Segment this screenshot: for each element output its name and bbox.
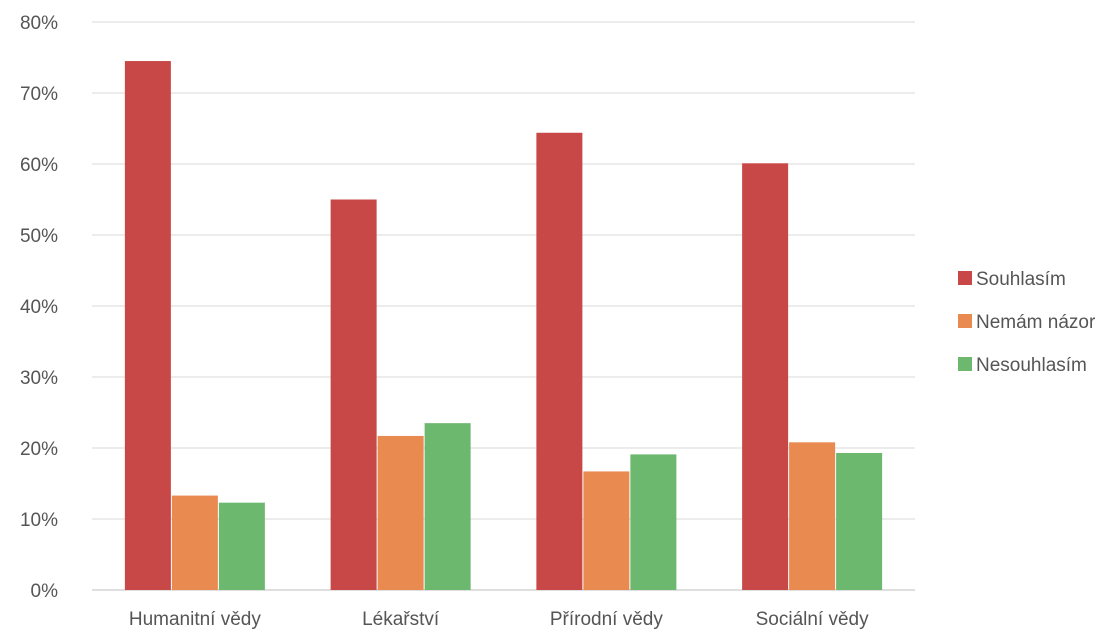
legend-label: Nesouhlasím <box>976 355 1087 376</box>
x-category-label: Přírodní vědy <box>550 609 663 630</box>
bars <box>124 61 883 591</box>
y-tick-label: 0% <box>31 581 59 602</box>
bar-souhlasím-3 <box>742 163 789 591</box>
x-category-label: Sociální vědy <box>756 609 870 630</box>
y-tick-label: 10% <box>20 510 58 531</box>
x-category-label: Lékařství <box>362 609 440 630</box>
y-tick-label: 30% <box>20 368 58 389</box>
y-tick-label: 60% <box>20 155 58 176</box>
bar-nemám-názor-2 <box>583 471 630 590</box>
y-tick-label: 50% <box>20 226 58 247</box>
x-axis-category-labels: Humanitní vědy Lékařství Přírodní vědy Soci… <box>129 609 869 630</box>
bar-nesouhlasím-2 <box>630 454 677 590</box>
y-tick-label: 70% <box>20 84 58 105</box>
legend: Souhlasím Nemám názor Nesouhlasím <box>958 269 1096 376</box>
bar-souhlasím-2 <box>536 132 583 590</box>
bar-souhlasím-1 <box>330 199 377 590</box>
bar-nesouhlasím-1 <box>424 423 471 590</box>
bar-nesouhlasím-0 <box>218 502 265 590</box>
bar-nemám-názor-0 <box>171 495 218 590</box>
y-tick-label: 40% <box>20 297 58 318</box>
x-category-label: Humanitní vědy <box>129 609 262 630</box>
y-axis-tick-labels: 0% 10% 20% 30% 40% 50% 60% 70% 80% <box>20 13 58 602</box>
y-tick-label: 20% <box>20 439 58 460</box>
legend-label: Souhlasím <box>976 269 1066 290</box>
legend-swatch <box>958 357 972 371</box>
bar-nemám-názor-1 <box>377 435 424 590</box>
bar-nemám-názor-3 <box>789 442 836 590</box>
legend-swatch <box>958 314 972 328</box>
bar-nesouhlasím-3 <box>836 452 883 590</box>
bar-souhlasím-0 <box>124 61 171 591</box>
legend-swatch <box>958 271 972 285</box>
y-tick-label: 80% <box>20 13 58 34</box>
legend-label: Nemám názor <box>976 312 1096 333</box>
